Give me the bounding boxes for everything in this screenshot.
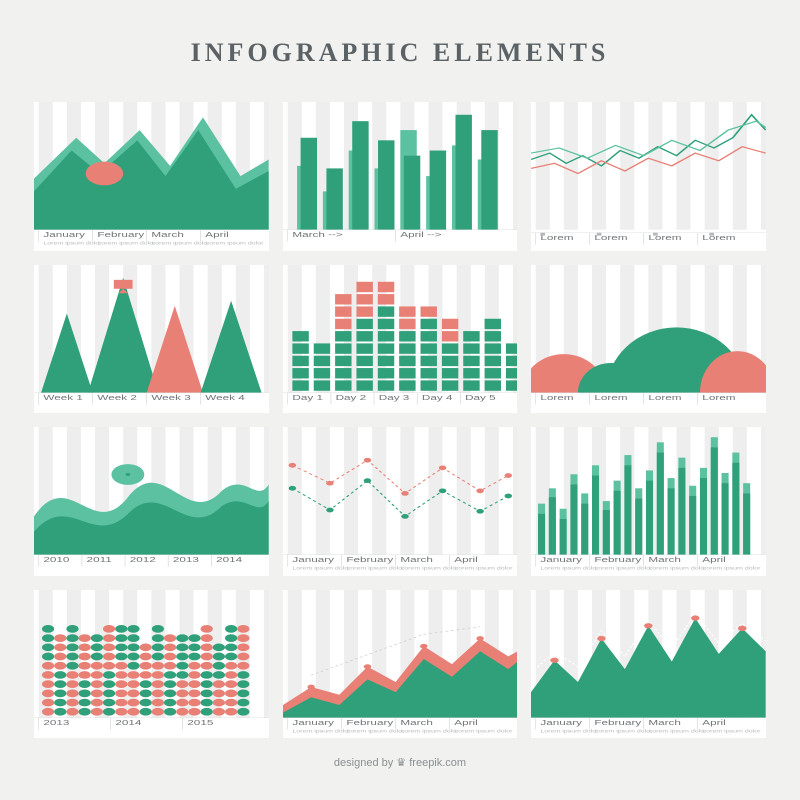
svg-text:Day 3: Day 3 <box>378 394 409 402</box>
chart-area-two-series: January Lorem ipsum dolor February Lorem ip… <box>283 590 518 739</box>
svg-text:Lorem: Lorem <box>595 394 628 402</box>
svg-text:Day 4: Day 4 <box>422 394 453 402</box>
svg-text:Week 3: Week 3 <box>151 394 191 402</box>
svg-text:Lorem: Lorem <box>541 234 574 242</box>
svg-text:Lorem ipsum dolor: Lorem ipsum dolor <box>400 729 458 734</box>
svg-text:February: February <box>346 719 393 727</box>
svg-text:Lorem ipsum dolor: Lorem ipsum dolor <box>541 729 599 734</box>
svg-text:February: February <box>595 719 642 727</box>
svg-text:2013: 2013 <box>173 556 200 564</box>
svg-text:March: March <box>400 556 433 564</box>
svg-text:Lorem ipsum dolor: Lorem ipsum dolor <box>346 567 404 572</box>
chart-waves: 2010 2011 2012 2013 2014 <box>34 427 269 576</box>
footer-brand: freepik.com <box>409 757 466 769</box>
svg-text:Day 5: Day 5 <box>465 394 496 402</box>
svg-text:April: April <box>703 719 726 727</box>
svg-text:Lorem ipsum dolor: Lorem ipsum dolor <box>43 242 101 247</box>
svg-text:Lorem: Lorem <box>703 234 736 242</box>
svg-text:2013: 2013 <box>43 719 70 727</box>
svg-text:March -->: March --> <box>292 231 343 239</box>
svg-text:Lorem ipsum dolor: Lorem ipsum dolor <box>205 242 263 247</box>
svg-text:March: March <box>400 719 433 727</box>
svg-text:April: April <box>454 556 477 564</box>
svg-text:April: April <box>703 556 726 564</box>
svg-text:Lorem ipsum dolor: Lorem ipsum dolor <box>541 567 599 572</box>
svg-text:2012: 2012 <box>130 556 156 564</box>
chart-multiline: LoremLoremLoremLorem <box>531 102 766 251</box>
crown-icon: ♛ <box>396 757 406 769</box>
svg-text:2010: 2010 <box>43 556 70 564</box>
svg-text:Lorem: Lorem <box>541 394 574 402</box>
chart-grid: January Lorem ipsum dolor February Lorem ip… <box>0 68 800 748</box>
chart-bars-dual: January Lorem ipsum dolor February Lorem ip… <box>531 427 766 576</box>
page-title: INFOGRAPHIC ELEMENTS <box>0 0 800 68</box>
svg-text:Lorem ipsum dolor: Lorem ipsum dolor <box>292 567 350 572</box>
chart-area-single-dots: January Lorem ipsum dolor February Lorem ip… <box>531 590 766 739</box>
svg-text:January: January <box>292 556 334 564</box>
chart-bumps: Lorem Lorem Lorem Lorem <box>531 265 766 414</box>
svg-text:Lorem ipsum dolor: Lorem ipsum dolor <box>454 729 512 734</box>
svg-text:2014: 2014 <box>115 719 142 727</box>
svg-text:March: March <box>151 231 184 239</box>
svg-text:Week 2: Week 2 <box>97 394 136 402</box>
svg-text:March: March <box>649 719 682 727</box>
svg-text:2011: 2011 <box>87 556 112 564</box>
svg-text:Lorem: Lorem <box>703 394 736 402</box>
svg-text:Lorem ipsum dolor: Lorem ipsum dolor <box>595 567 653 572</box>
svg-text:April -->: April --> <box>400 231 442 239</box>
svg-text:February: February <box>346 556 393 564</box>
svg-text:February: February <box>595 556 642 564</box>
svg-text:Lorem ipsum dolor: Lorem ipsum dolor <box>346 729 404 734</box>
svg-text:Lorem ipsum dolor: Lorem ipsum dolor <box>400 567 458 572</box>
svg-text:April: April <box>454 719 477 727</box>
svg-text:Lorem ipsum dolor: Lorem ipsum dolor <box>454 567 512 572</box>
svg-text:Lorem: Lorem <box>649 394 682 402</box>
svg-text:Week 1: Week 1 <box>43 394 82 402</box>
chart-stacked-squares: Day 1 Day 2 Day 3 Day 4 Day 5 <box>283 265 518 414</box>
chart-triangles: Week 1 Week 2 Week 3 Week 4 <box>34 265 269 414</box>
chart-bar-grouped: March --> April --> <box>283 102 518 251</box>
svg-text:Day 1: Day 1 <box>292 394 323 402</box>
svg-text:Lorem ipsum dolor: Lorem ipsum dolor <box>97 242 155 247</box>
svg-text:Lorem ipsum dolor: Lorem ipsum dolor <box>703 567 761 572</box>
svg-text:January: January <box>541 719 583 727</box>
svg-text:Lorem ipsum dolor: Lorem ipsum dolor <box>649 729 707 734</box>
svg-text:March: March <box>649 556 682 564</box>
svg-text:January: January <box>541 556 583 564</box>
svg-text:February: February <box>97 231 144 239</box>
chart-dotted-lines: January Lorem ipsum dolor February Lorem ip… <box>283 427 518 576</box>
svg-text:2015: 2015 <box>187 719 214 727</box>
footer-prefix: designed by <box>334 757 396 769</box>
svg-text:2014: 2014 <box>216 556 243 564</box>
svg-text:Lorem ipsum dolor: Lorem ipsum dolor <box>703 729 761 734</box>
svg-text:January: January <box>292 719 334 727</box>
footer-credit: designed by ♛ freepik.com <box>0 748 800 769</box>
chart-dot-columns: 2013 2014 2015 <box>34 590 269 739</box>
svg-text:Lorem ipsum dolor: Lorem ipsum dolor <box>292 729 350 734</box>
svg-text:Lorem ipsum dolor: Lorem ipsum dolor <box>595 729 653 734</box>
svg-text:January: January <box>43 231 85 239</box>
svg-text:Lorem ipsum dolor: Lorem ipsum dolor <box>649 567 707 572</box>
chart-area-months: January Lorem ipsum dolor February Lorem ip… <box>34 102 269 251</box>
svg-text:Day 2: Day 2 <box>335 394 366 402</box>
svg-text:April: April <box>205 231 228 239</box>
svg-text:Lorem ipsum dolor: Lorem ipsum dolor <box>151 242 209 247</box>
svg-text:Week 4: Week 4 <box>205 394 245 402</box>
